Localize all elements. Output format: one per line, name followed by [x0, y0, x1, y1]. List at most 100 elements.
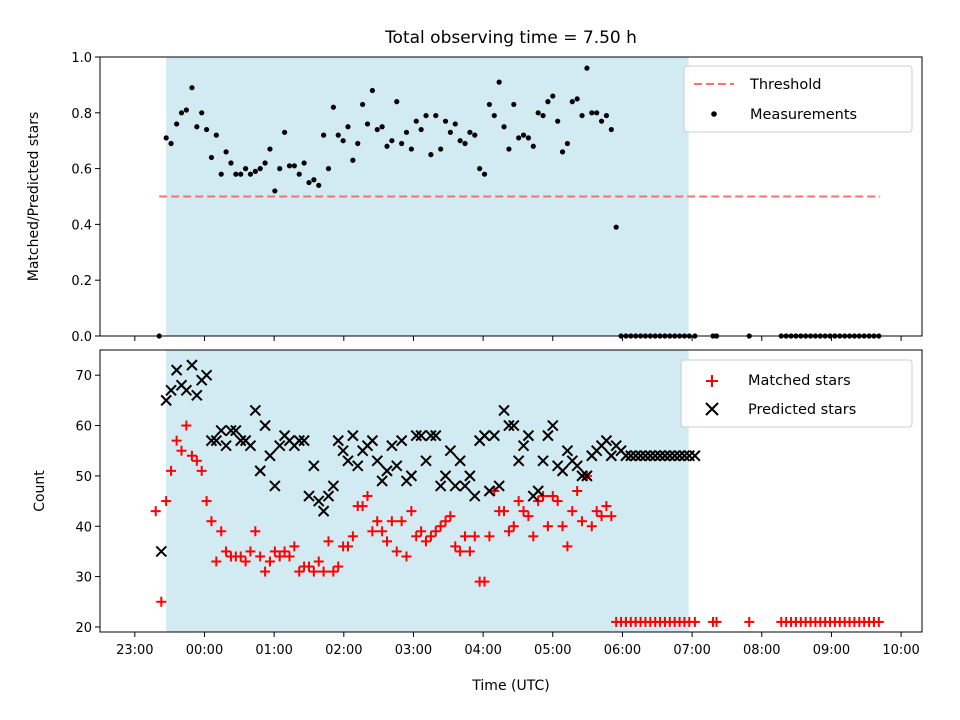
- measurement-point: [316, 182, 322, 188]
- predicted-star-point: [522, 429, 535, 442]
- matched-star-point: [425, 531, 436, 542]
- predicted-star-point: [215, 424, 227, 437]
- matched-star-point: [255, 551, 266, 562]
- predicted-star-point: [444, 445, 457, 457]
- x-tick-label: 09:00: [813, 643, 850, 658]
- predicted-star-point: [395, 434, 408, 447]
- predicted-star-point: [659, 450, 671, 462]
- predicted-star-point: [488, 429, 500, 442]
- count-x-ticks: 23:00 00:00 01:00 02:00 03:00 04:00 05:00 06:00…: [116, 632, 920, 658]
- measurement-point: [286, 163, 293, 169]
- matched-star-point: [508, 521, 519, 532]
- measurement-point: [486, 101, 493, 108]
- predicted-star-point: [576, 470, 588, 482]
- predicted-star-point: [205, 434, 218, 447]
- matched-star-point: [391, 546, 402, 557]
- predicted-star-point: [434, 480, 447, 492]
- measurement-point: [467, 129, 473, 135]
- legend-predicted-label: Predicted stars: [748, 402, 856, 418]
- measurement-point: [525, 135, 532, 141]
- predicted-star-point: [454, 455, 466, 467]
- matched-star-point: [191, 455, 202, 466]
- matched-star-point: [308, 566, 319, 577]
- predicted-star-point: [264, 450, 276, 462]
- measurement-point: [296, 171, 302, 177]
- measurement-point: [555, 118, 561, 124]
- legend-matched-label: Matched stars: [748, 373, 851, 389]
- matched-star-point: [440, 516, 451, 527]
- matched-star-point: [176, 445, 187, 456]
- matched-star-point: [211, 556, 222, 567]
- measurement-point: [564, 140, 571, 147]
- x-tick-label: 06:00: [604, 643, 641, 658]
- ratio-panel: 0.0 0.2 0.4 0.6 0.8 1.0 Matched/Predicted sta…: [26, 51, 923, 345]
- predicted-star-point: [508, 419, 520, 432]
- predicted-star-point: [200, 369, 213, 381]
- matched-stars-points: [150, 420, 884, 627]
- measurement-point: [511, 101, 517, 108]
- measurement-point: [282, 129, 288, 135]
- matched-star-point: [416, 526, 427, 537]
- measurement-point: [501, 124, 507, 130]
- matched-star-point: [264, 556, 275, 567]
- matched-star-point: [196, 465, 207, 476]
- predicted-star-point: [170, 364, 183, 376]
- predicted-star-point: [220, 439, 232, 452]
- matched-star-point: [542, 521, 553, 532]
- matched-star-point: [406, 506, 417, 517]
- matched-star-point: [279, 546, 290, 557]
- measurement-point: [399, 140, 405, 147]
- measurement-point: [418, 126, 424, 133]
- predicted-star-point: [625, 450, 637, 462]
- measurement-point: [178, 110, 185, 116]
- predicted-star-point: [303, 490, 315, 502]
- measurement-point: [262, 160, 268, 166]
- matched-star-point: [430, 526, 441, 537]
- predicted-star-point: [259, 419, 271, 432]
- predicted-star-point: [503, 419, 515, 432]
- x-tick-label: 08:00: [743, 643, 780, 658]
- matched-star-point: [460, 531, 471, 542]
- measurement-point: [603, 112, 610, 119]
- measurement-point: [594, 110, 600, 116]
- x-tick-label: 04:00: [464, 643, 501, 658]
- matched-star-point: [201, 496, 212, 507]
- matched-star-point: [711, 616, 722, 627]
- matched-star-point: [303, 561, 314, 572]
- measurement-point: [428, 152, 434, 158]
- measurement-point: [228, 160, 234, 166]
- measurement-point: [408, 146, 414, 152]
- measurement-point: [291, 163, 297, 169]
- measurement-point: [369, 87, 375, 94]
- measurement-point: [452, 121, 458, 127]
- predicted-star-point: [391, 460, 403, 472]
- matched-star-point: [445, 511, 456, 522]
- matched-star-point: [469, 531, 480, 542]
- predicted-star-point: [571, 460, 583, 472]
- predicted-star-point: [342, 455, 354, 467]
- measurement-point: [194, 124, 200, 130]
- measurement-point: [477, 166, 483, 172]
- observing-span-bottom: [166, 350, 689, 632]
- measurement-point: [491, 112, 497, 119]
- measurement-point: [433, 112, 439, 119]
- measurement-point: [423, 112, 429, 119]
- measurement-point: [569, 99, 575, 105]
- matched-star-point: [289, 541, 300, 552]
- x-tick-label: 23:00: [116, 643, 153, 658]
- predicted-star-point: [483, 485, 496, 497]
- matched-star-point: [523, 511, 534, 522]
- measurement-point: [257, 166, 263, 172]
- count-panel: 20 30 40 50 60 70 23:00 00:00 01:00 02:00 03:00 04…: [32, 349, 923, 694]
- count-y-tick-label: 60: [75, 420, 92, 435]
- predicted-star-point: [556, 465, 569, 477]
- predicted-star-point: [605, 450, 618, 462]
- measurement-point: [267, 146, 273, 152]
- matched-star-point: [221, 546, 232, 557]
- predicted-star-point: [678, 450, 691, 462]
- legend-measurements-swatch: [711, 111, 717, 117]
- measurement-point: [311, 177, 317, 183]
- predicted-star-point: [352, 460, 364, 472]
- matched-star-point: [161, 496, 172, 507]
